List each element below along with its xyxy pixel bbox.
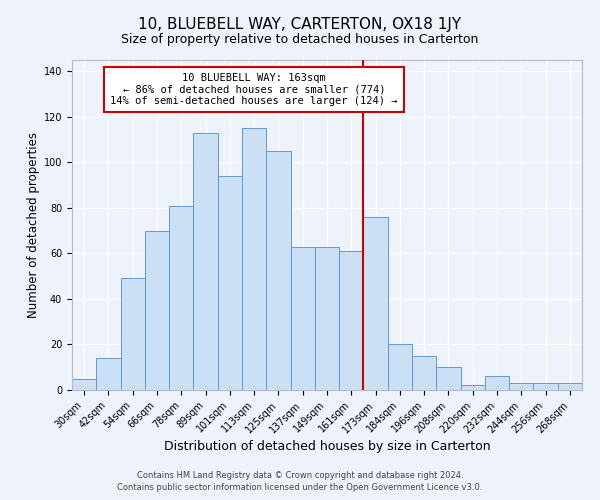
Bar: [169, 206, 193, 390]
Bar: [388, 344, 412, 390]
Y-axis label: Number of detached properties: Number of detached properties: [26, 132, 40, 318]
Bar: [533, 383, 558, 390]
Bar: [242, 128, 266, 390]
Bar: [72, 378, 96, 390]
Bar: [436, 367, 461, 390]
Bar: [96, 358, 121, 390]
Bar: [290, 246, 315, 390]
X-axis label: Distribution of detached houses by size in Carterton: Distribution of detached houses by size …: [164, 440, 490, 453]
Bar: [266, 151, 290, 390]
Text: 10 BLUEBELL WAY: 163sqm
← 86% of detached houses are smaller (774)
14% of semi-d: 10 BLUEBELL WAY: 163sqm ← 86% of detache…: [110, 73, 398, 106]
Text: Contains HM Land Registry data © Crown copyright and database right 2024.
Contai: Contains HM Land Registry data © Crown c…: [118, 471, 482, 492]
Bar: [193, 133, 218, 390]
Bar: [364, 217, 388, 390]
Bar: [509, 383, 533, 390]
Bar: [558, 383, 582, 390]
Bar: [121, 278, 145, 390]
Bar: [412, 356, 436, 390]
Text: Size of property relative to detached houses in Carterton: Size of property relative to detached ho…: [121, 32, 479, 46]
Bar: [461, 386, 485, 390]
Bar: [218, 176, 242, 390]
Text: 10, BLUEBELL WAY, CARTERTON, OX18 1JY: 10, BLUEBELL WAY, CARTERTON, OX18 1JY: [139, 18, 461, 32]
Bar: [485, 376, 509, 390]
Bar: [315, 246, 339, 390]
Bar: [339, 251, 364, 390]
Bar: [145, 230, 169, 390]
